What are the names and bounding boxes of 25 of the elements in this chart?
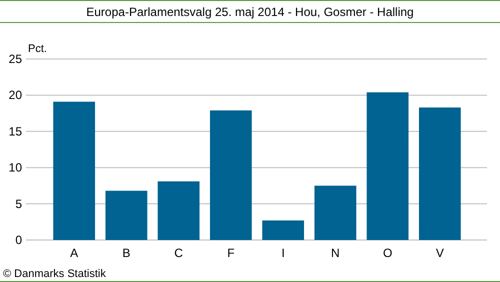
x-tick-label: C bbox=[174, 246, 184, 260]
bar bbox=[158, 181, 200, 240]
bar bbox=[418, 108, 461, 240]
x-tick-label: N bbox=[331, 246, 340, 260]
bar bbox=[262, 220, 304, 240]
bar bbox=[53, 102, 96, 240]
y-tick-label: 15 bbox=[8, 124, 22, 138]
x-tick-label: B bbox=[122, 246, 130, 260]
y-tick-label: 5 bbox=[15, 196, 22, 211]
x-tick-label: I bbox=[281, 246, 285, 260]
y-tick-label: 0 bbox=[15, 233, 22, 247]
bar bbox=[105, 190, 148, 240]
x-tick-label: A bbox=[70, 246, 78, 260]
y-tick-label: 20 bbox=[8, 88, 22, 102]
y-tick-label: 10 bbox=[8, 160, 22, 175]
x-tick-label: F bbox=[227, 246, 235, 260]
chart-title: Europa-Parlamentsvalg 25. maj 2014 - Hou, Gosmer - Halling bbox=[86, 5, 414, 19]
bar bbox=[314, 186, 356, 240]
x-tick-label: V bbox=[436, 246, 444, 260]
x-tick-label: O bbox=[382, 246, 392, 260]
bar bbox=[366, 92, 409, 240]
y-axis-title: Pct. bbox=[28, 43, 47, 55]
y-tick-label: 25 bbox=[8, 52, 22, 66]
text: © Danmarks Statistik bbox=[3, 268, 106, 280]
bar bbox=[210, 110, 252, 240]
